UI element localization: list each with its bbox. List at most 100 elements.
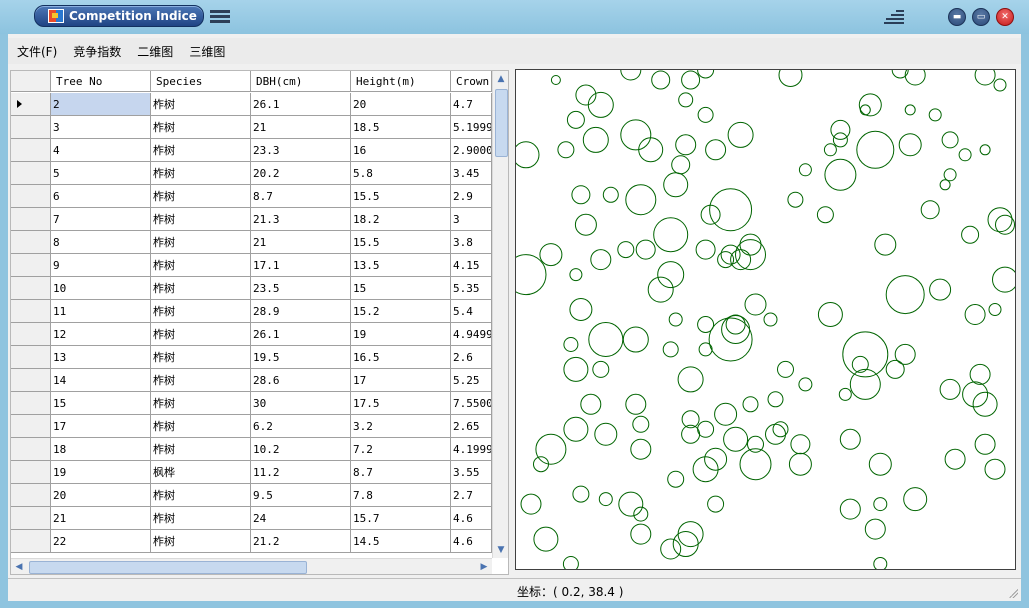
cell-crown[interactable]: 4.19999 [451,438,492,461]
cell-crown[interactable]: 4.15 [451,254,492,277]
cell-tree-no[interactable]: 12 [51,323,151,346]
cell-species[interactable]: 柞树 [151,254,251,277]
cell-height[interactable]: 3.2 [351,415,451,438]
cell-crown[interactable]: 7.55000 [451,392,492,415]
cell-tree-no[interactable]: 13 [51,346,151,369]
cell-tree-no[interactable]: 2 [51,93,151,116]
col-header-tree-no[interactable]: Tree No [51,71,151,92]
scroll-left-icon[interactable]: ◀ [15,562,23,572]
row-header[interactable] [11,254,51,277]
row-header[interactable] [11,438,51,461]
cell-height[interactable]: 18.5 [351,116,451,139]
cell-dbh[interactable]: 26.1 [251,93,351,116]
app-title-pill[interactable]: Competition Indice [34,5,204,27]
cell-species[interactable]: 柞树 [151,208,251,231]
cell-dbh[interactable]: 11.2 [251,461,351,484]
cell-crown[interactable]: 3.45 [451,162,492,185]
minimize-icon[interactable]: ▬ [948,8,966,26]
cell-height[interactable]: 15.7 [351,507,451,530]
cell-dbh[interactable]: 23.3 [251,139,351,162]
cell-crown[interactable]: 2.90000 [451,139,492,162]
menu-competition-index[interactable]: 竞争指数 [73,44,122,59]
cell-height[interactable]: 8.7 [351,461,451,484]
cell-dbh[interactable]: 10.2 [251,438,351,461]
cell-tree-no[interactable]: 8 [51,231,151,254]
table-row[interactable]: 11 柞树 28.9 15.2 5.4 [11,300,492,323]
hamburger-menu-icon[interactable] [210,10,230,23]
cell-species[interactable]: 柞树 [151,415,251,438]
cell-dbh[interactable]: 9.5 [251,484,351,507]
cell-species[interactable]: 柞树 [151,369,251,392]
cell-tree-no[interactable]: 11 [51,300,151,323]
table-row[interactable]: 6 柞树 8.7 15.5 2.9 [11,185,492,208]
cell-species[interactable]: 枫桦 [151,461,251,484]
vertical-scroll-thumb[interactable] [495,89,508,157]
cell-dbh[interactable]: 23.5 [251,277,351,300]
cell-crown[interactable]: 5.19999 [451,116,492,139]
cell-dbh[interactable]: 21 [251,116,351,139]
row-header[interactable] [11,208,51,231]
cell-height[interactable]: 19 [351,323,451,346]
row-header[interactable] [11,185,51,208]
row-header[interactable] [11,162,51,185]
table-row[interactable]: 13 柞树 19.5 16.5 2.6 [11,346,492,369]
cell-species[interactable]: 柞树 [151,231,251,254]
cell-species[interactable]: 柞树 [151,507,251,530]
cell-height[interactable]: 17 [351,369,451,392]
cell-crown[interactable]: 4.7 [451,93,492,116]
table-row[interactable]: 20 柞树 9.5 7.8 2.7 [11,484,492,507]
cell-height[interactable]: 16.5 [351,346,451,369]
crown-map-canvas[interactable] [505,59,1018,572]
cell-height[interactable]: 15.5 [351,185,451,208]
cell-crown[interactable]: 3 [451,208,492,231]
cell-height[interactable]: 7.2 [351,438,451,461]
row-header[interactable] [11,369,51,392]
close-icon[interactable]: ✕ [996,8,1014,26]
cell-crown[interactable]: 5.25 [451,369,492,392]
cell-tree-no[interactable]: 6 [51,185,151,208]
col-header-species[interactable]: Species [151,71,251,92]
table-row[interactable]: 7 柞树 21.3 18.2 3 [11,208,492,231]
table-row[interactable]: 22 柞树 21.2 14.5 4.6 [11,530,492,553]
row-header[interactable] [11,530,51,553]
cell-height[interactable]: 13.5 [351,254,451,277]
row-header[interactable] [11,300,51,323]
cell-tree-no[interactable]: 9 [51,254,151,277]
row-header[interactable] [11,231,51,254]
cell-dbh[interactable]: 8.7 [251,185,351,208]
cell-species[interactable]: 柞树 [151,438,251,461]
menu-3d-plot[interactable]: 三维图 [189,44,226,59]
cell-height[interactable]: 17.5 [351,392,451,415]
row-header[interactable] [11,484,51,507]
cell-tree-no[interactable]: 5 [51,162,151,185]
cell-species[interactable]: 柞树 [151,277,251,300]
cell-height[interactable]: 18.2 [351,208,451,231]
cell-height[interactable]: 15.2 [351,300,451,323]
grid-corner[interactable] [11,71,51,92]
table-row[interactable]: 21 柞树 24 15.7 4.6 [11,507,492,530]
cell-species[interactable]: 柞树 [151,300,251,323]
cell-tree-no[interactable]: 21 [51,507,151,530]
menu-file[interactable]: 文件(F) [17,44,58,59]
cell-tree-no[interactable]: 14 [51,369,151,392]
cell-species[interactable]: 柞树 [151,530,251,553]
table-row[interactable]: 10 柞树 23.5 15 5.35 [11,277,492,300]
col-header-crown[interactable]: Crown [451,71,492,92]
cell-species[interactable]: 柞树 [151,392,251,415]
cell-species[interactable]: 柞树 [151,323,251,346]
col-header-height[interactable]: Height(m) [351,71,451,92]
cell-crown[interactable]: 4.6 [451,507,492,530]
cell-species[interactable]: 柞树 [151,185,251,208]
cell-crown[interactable]: 2.7 [451,484,492,507]
cell-tree-no[interactable]: 22 [51,530,151,553]
cell-crown[interactable]: 5.35 [451,277,492,300]
vertical-scrollbar[interactable]: ▲ ▼ [492,71,508,558]
cell-crown[interactable]: 3.55 [451,461,492,484]
cell-height[interactable]: 20 [351,93,451,116]
cell-dbh[interactable]: 21.2 [251,530,351,553]
